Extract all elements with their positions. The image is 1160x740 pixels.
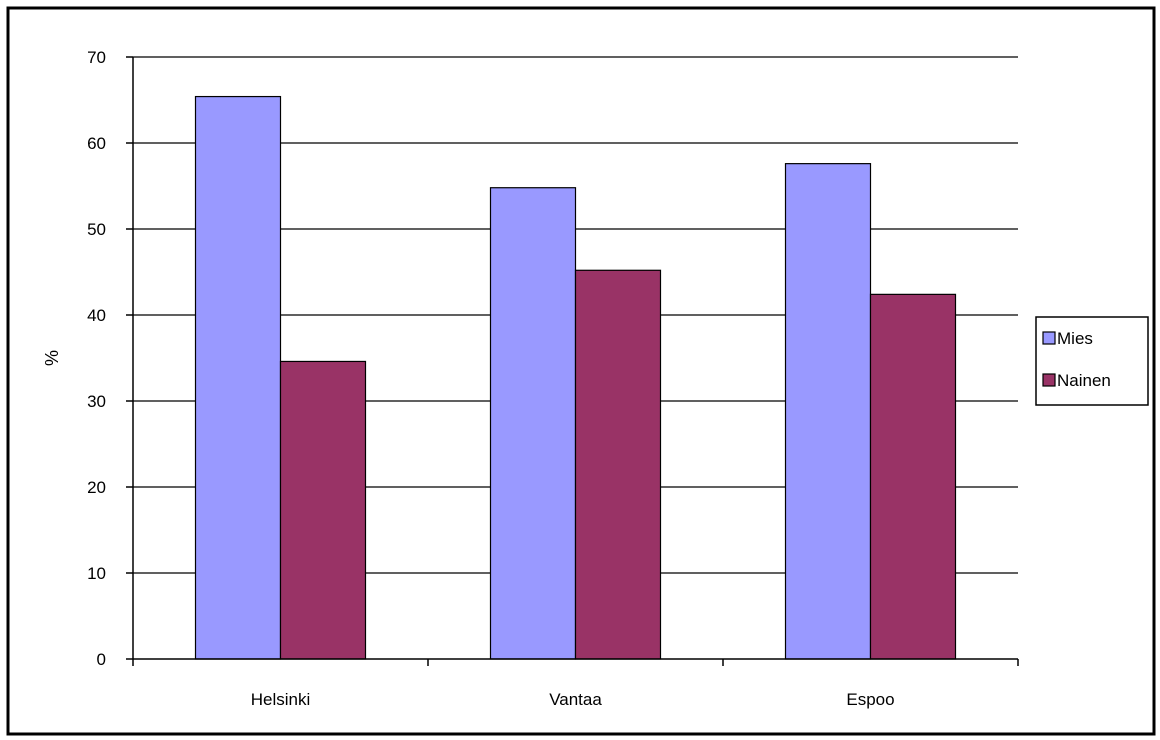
x-ticks: Helsinki Vantaa Espoo	[132, 659, 1019, 709]
y-tick-label: 50	[87, 220, 106, 239]
x-tick-label: Vantaa	[549, 690, 602, 709]
bars	[194, 95, 957, 660]
y-tick-label: 70	[87, 48, 106, 67]
bar-nainen-espoo	[869, 293, 957, 660]
y-tick-label: 10	[87, 564, 106, 583]
bar-mies-helsinki	[194, 95, 282, 660]
bar-nainen-helsinki	[279, 360, 367, 660]
legend-swatch	[1042, 331, 1056, 345]
bar-mies-espoo	[784, 163, 872, 660]
legend-swatch	[1042, 373, 1056, 387]
y-tick-label: 20	[87, 478, 106, 497]
bar-nainen-vantaa	[574, 269, 662, 660]
legend-label: Mies	[1057, 329, 1093, 348]
y-tick-label: 60	[87, 134, 106, 153]
y-tick-label: 30	[87, 392, 106, 411]
legend-label: Nainen	[1057, 371, 1111, 390]
legend: Mies Nainen	[1042, 329, 1111, 390]
x-tick-label: Helsinki	[251, 690, 311, 709]
bar-mies-vantaa	[489, 187, 577, 660]
y-tick-label: 0	[97, 650, 106, 669]
y-tick-label: 40	[87, 306, 106, 325]
y-ticks: 0 10 20 30 40 50 60 70	[87, 48, 133, 669]
y-axis-label: %	[42, 350, 62, 366]
x-tick-label: Espoo	[846, 690, 894, 709]
